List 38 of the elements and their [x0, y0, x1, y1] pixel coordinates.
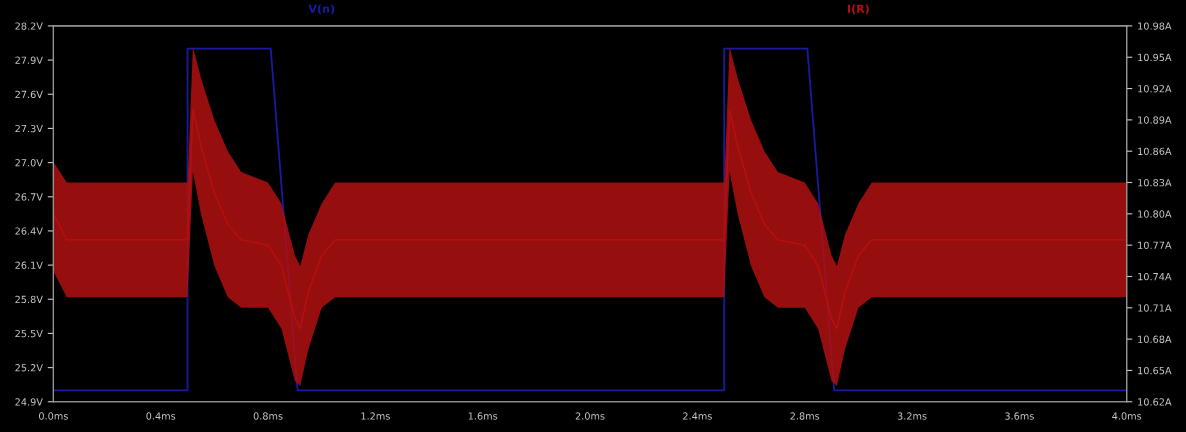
- x-tick-label: 0.0ms: [39, 412, 68, 420]
- x-tick-label: 0.8ms: [253, 412, 283, 420]
- y-tick-label: 27.0V: [15, 159, 43, 167]
- y2-tick-label: 10.74A: [1138, 272, 1172, 281]
- x-tick-label: 3.2ms: [897, 412, 927, 420]
- y-tick-label: 26.4V: [15, 227, 43, 235]
- y-tick-label: 25.5V: [15, 329, 43, 338]
- y2-tick-label: 10.80A: [1138, 210, 1172, 218]
- y2-tick-label: 10.95A: [1138, 53, 1172, 62]
- y-tick-label: 27.3V: [15, 124, 43, 133]
- y-tick-label: 25.2V: [15, 364, 43, 372]
- text: V(n): [308, 4, 335, 15]
- y-tick-label: 25.8V: [15, 295, 43, 304]
- x-tick-label: 3.6ms: [1005, 412, 1034, 420]
- y2-tick-label: 10.86A: [1138, 147, 1172, 156]
- y-tick-label: 26.7V: [15, 193, 43, 201]
- x-tick-label: 4.0ms: [1112, 412, 1142, 420]
- y-tick-label: 28.2V: [15, 22, 43, 30]
- y2-tick-label: 10.77A: [1138, 241, 1172, 249]
- x-tick-label: 2.0ms: [575, 412, 605, 420]
- y-tick-label: 27.6V: [15, 90, 43, 99]
- y2-tick-label: 10.68A: [1138, 335, 1172, 343]
- y2-tick-label: 10.89A: [1138, 116, 1172, 124]
- y-tick-label: 24.9V: [15, 398, 43, 406]
- y2-tick-label: 10.62A: [1138, 398, 1172, 406]
- x-tick-label: 1.6ms: [468, 412, 498, 420]
- x-tick-label: 2.4ms: [683, 412, 712, 420]
- x-tick-label: 2.8ms: [790, 412, 820, 420]
- y-tick-label: 26.1V: [15, 261, 43, 269]
- text: I(R): [847, 4, 869, 15]
- x-tick-label: 0.4ms: [146, 412, 176, 420]
- y2-tick-label: 10.92A: [1138, 85, 1172, 93]
- y2-tick-label: 10.83A: [1138, 179, 1172, 187]
- y2-tick-label: 10.65A: [1138, 366, 1172, 375]
- y2-tick-label: 10.98A: [1138, 22, 1172, 30]
- y-tick-label: 27.9V: [15, 56, 43, 64]
- x-tick-label: 1.2ms: [361, 412, 390, 420]
- y2-tick-label: 10.71A: [1138, 304, 1172, 312]
